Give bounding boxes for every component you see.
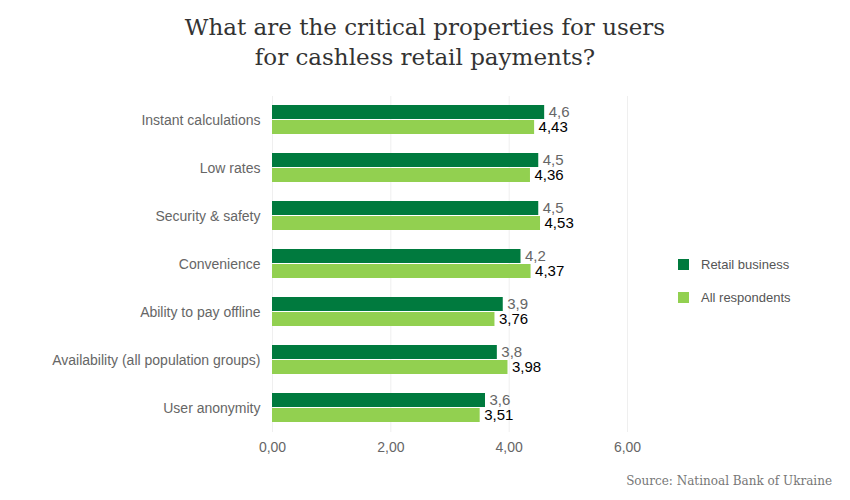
svg-text:4,36: 4,36 [534,166,563,183]
svg-text:4,5: 4,5 [542,151,564,169]
svg-text:3,51: 3,51 [484,406,513,423]
svg-text:4,43: 4,43 [539,118,568,135]
svg-text:Ability to pay offline: Ability to pay offline [140,304,261,320]
html-text:Source: Natinoal Bank of Ukrai: Source: Natinoal Bank of Ukraine [626,474,832,488]
svg-text:Security & safety: Security & safety [155,208,260,224]
svg-text:4,5: 4,5 [542,199,564,217]
svg-text:6,00: 6,00 [614,439,641,455]
html-text:What are the critical properti: What are the critical properties for use… [184,14,666,71]
svg-text:3,9: 3,9 [507,295,529,313]
svg-text:3,98: 3,98 [512,358,541,375]
svg-text:3,76: 3,76 [499,310,528,327]
svg-text:0,00: 0,00 [259,439,286,455]
svg-text:3,8: 3,8 [501,343,523,361]
svg-text:2,00: 2,00 [377,439,404,455]
svg-text:User anonymity: User anonymity [163,400,260,416]
svg-text:Low rates: Low rates [200,160,261,176]
svg-text:Instant calculations: Instant calculations [141,112,260,128]
svg-text:4,2: 4,2 [525,247,546,265]
svg-text:Availability (all population g: Availability (all population groups) [52,352,260,368]
svg-text:4,6: 4,6 [548,103,570,121]
html-text:All respondents: All respondents [701,290,791,305]
svg-text:Convenience: Convenience [179,256,261,272]
svg-text:4,37: 4,37 [535,262,564,279]
svg-text:4,00: 4,00 [496,439,523,455]
svg-text:4,53: 4,53 [545,214,574,231]
html-text:Retail business: Retail business [701,257,790,272]
svg-text:3,6: 3,6 [489,391,511,409]
